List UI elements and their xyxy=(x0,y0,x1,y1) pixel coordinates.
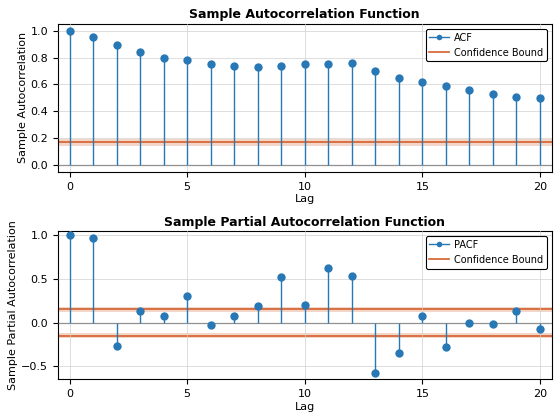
Y-axis label: Sample Autocorrelation: Sample Autocorrelation xyxy=(17,32,27,163)
Legend: PACF, Confidence Bound: PACF, Confidence Bound xyxy=(426,236,547,269)
Title: Sample Autocorrelation Function: Sample Autocorrelation Function xyxy=(189,8,420,21)
X-axis label: Lag: Lag xyxy=(295,402,315,412)
Title: Sample Partial Autocorrelation Function: Sample Partial Autocorrelation Function xyxy=(164,215,445,228)
Y-axis label: Sample Partial Autocorrelation: Sample Partial Autocorrelation xyxy=(8,220,18,390)
X-axis label: Lag: Lag xyxy=(295,194,315,205)
Legend: ACF, Confidence Bound: ACF, Confidence Bound xyxy=(426,29,547,61)
